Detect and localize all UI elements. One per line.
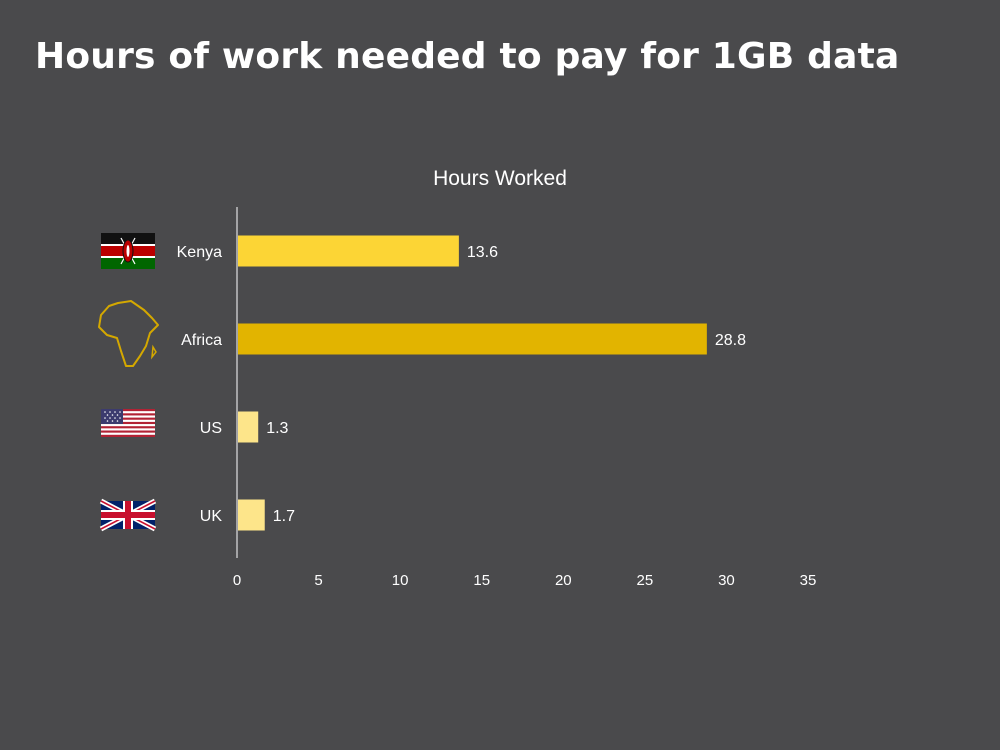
x-tick-label: 5: [314, 572, 322, 589]
category-label-uk: UK: [200, 508, 223, 525]
x-axis-ticks: 0 5 10 15 20 25 30 35: [233, 572, 817, 589]
us-flag-icon: [101, 409, 155, 437]
chart-title: Hours Worked: [433, 167, 567, 190]
category-label-africa: Africa: [181, 332, 222, 349]
x-tick-label: 25: [637, 572, 654, 589]
x-tick-label: 0: [233, 572, 241, 589]
x-tick-label: 10: [392, 572, 409, 589]
africa-map-icon: [98, 300, 159, 367]
value-label-kenya: 13.6: [467, 244, 498, 261]
bar-africa: [238, 323, 707, 355]
x-tick-label: 30: [718, 572, 735, 589]
value-label-uk: 1.7: [273, 508, 295, 525]
bar-kenya: [238, 235, 459, 267]
uk-flag-icon: [99, 498, 157, 532]
value-label-africa: 28.8: [715, 332, 746, 349]
x-tick-label: 20: [555, 572, 572, 589]
slide-title: Hours of work needed to pay for 1GB data: [35, 36, 900, 77]
x-tick-label: 35: [800, 572, 817, 589]
category-label-us: US: [200, 420, 222, 437]
bar-uk: [238, 499, 265, 531]
value-label-us: 1.3: [266, 420, 288, 437]
x-tick-label: 15: [473, 572, 490, 589]
bars-layer: Kenya 13.6 Africa 28.8 US 1.3 UK 1.7: [177, 235, 746, 531]
category-label-kenya: Kenya: [177, 244, 222, 261]
kenya-flag-icon: [101, 233, 155, 269]
bar-us: [238, 411, 259, 443]
